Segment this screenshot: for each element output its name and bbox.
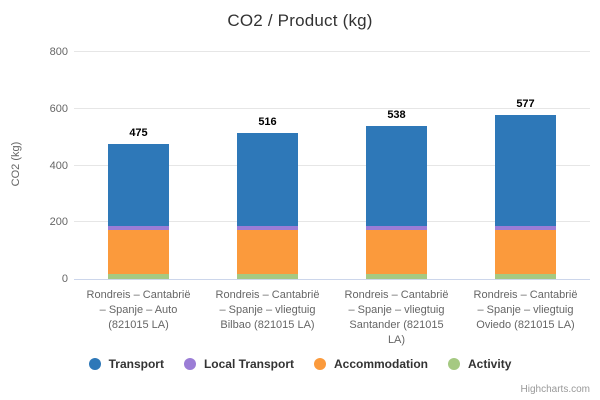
- gridline: [74, 164, 590, 166]
- chart-title: CO2 / Product (kg): [227, 11, 373, 30]
- bar-segment-local-transport[interactable]: [237, 225, 298, 230]
- x-axis-label: Rondreis – Cantabrië – Spanje – Auto (82…: [86, 289, 191, 331]
- y-tick-label: 600: [49, 102, 68, 115]
- legend-item-local-transport[interactable]: Local Transport: [183, 357, 294, 371]
- bar-segment-transport[interactable]: [237, 132, 298, 226]
- gridline: [74, 221, 590, 223]
- x-axis-label: Rondreis – Cantabrië – Spanje – vliegtui…: [344, 289, 449, 346]
- bar-segment-activity[interactable]: [495, 274, 556, 279]
- y-tick-label: 400: [49, 159, 68, 172]
- stack-total-label: 538: [387, 109, 406, 122]
- legend-item-label: Local Transport: [203, 357, 294, 371]
- gridline: [74, 51, 590, 52]
- bar-segment-local-transport[interactable]: [366, 225, 427, 230]
- y-tick-label: 0: [61, 273, 68, 285]
- legend-marker-icon: [448, 358, 461, 370]
- bar-segment-local-transport[interactable]: [495, 225, 556, 230]
- legend-item-label: Accommodation: [334, 357, 429, 371]
- bar-segment-transport[interactable]: [366, 126, 427, 226]
- gridline: [74, 107, 590, 109]
- bar-segment-accommodation[interactable]: [237, 229, 298, 275]
- legend-marker-icon: [314, 358, 326, 370]
- bar-column: [366, 52, 427, 279]
- legend-item-accommodation[interactable]: Accommodation: [314, 357, 428, 371]
- bar-segment-accommodation[interactable]: [366, 229, 427, 275]
- bar-column: [495, 52, 556, 279]
- stack-total-label: 577: [516, 98, 535, 111]
- bar-column: [237, 52, 298, 279]
- bar-segment-transport[interactable]: [495, 115, 556, 226]
- y-tick-label: 800: [49, 46, 68, 58]
- legend-item-transport[interactable]: Transport: [88, 357, 164, 371]
- bar-column: [108, 52, 169, 279]
- legend-marker-icon: [88, 358, 101, 370]
- bar-segment-accommodation[interactable]: [108, 229, 169, 275]
- highcharts-credit-link[interactable]: Highcharts.com: [520, 384, 590, 395]
- legend-item-label: Transport: [108, 357, 164, 371]
- bar-segment-activity[interactable]: [108, 274, 169, 279]
- y-tick-label: 200: [49, 216, 68, 229]
- bar-segment-activity[interactable]: [366, 274, 427, 279]
- plot-area: [74, 51, 590, 280]
- x-axis-label: Rondreis – Cantabrië – Spanje – vliegtui…: [473, 289, 578, 331]
- stack-total-label: 475: [129, 127, 148, 140]
- x-axis-label: Rondreis – Cantabrië – Spanje – vliegtui…: [215, 289, 320, 331]
- y-axis-title: CO2 (kg): [10, 141, 22, 187]
- legend-item-activity[interactable]: Activity: [448, 357, 511, 371]
- bar-segment-local-transport[interactable]: [108, 225, 169, 230]
- bar-segment-transport[interactable]: [108, 144, 169, 226]
- legend: Transport Local Transport Accommodation Act…: [0, 357, 600, 371]
- legend-item-label: Activity: [468, 357, 512, 371]
- legend-marker-icon: [183, 358, 196, 370]
- bar-segment-accommodation[interactable]: [495, 229, 556, 275]
- stack-total-label: 516: [258, 115, 277, 128]
- bar-segment-activity[interactable]: [237, 274, 298, 279]
